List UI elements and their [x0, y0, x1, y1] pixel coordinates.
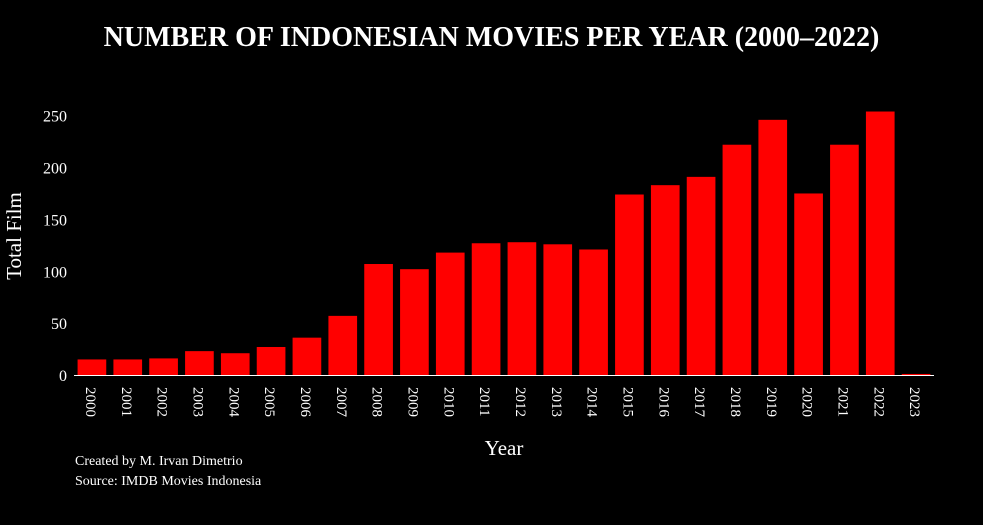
- bar-2008: [364, 264, 393, 375]
- bar-2019: [758, 119, 788, 375]
- bar-2000: [77, 359, 107, 375]
- y-tick-label: 250: [43, 109, 67, 126]
- bar-2022: [865, 111, 895, 376]
- x-tick-label-2018: 2018: [727, 387, 743, 417]
- x-tick-label-2013: 2013: [548, 387, 564, 417]
- x-tick-label-2017: 2017: [691, 387, 707, 418]
- bar-2014: [579, 249, 608, 375]
- bars-group: [77, 111, 931, 376]
- bar-2021: [830, 144, 859, 375]
- x-tick-label-2006: 2006: [297, 387, 313, 418]
- bar-2013: [543, 244, 573, 375]
- bar-2001: [113, 359, 143, 375]
- y-axis: 0 50 100 150 200 250: [43, 109, 67, 385]
- bar-2004: [220, 353, 250, 375]
- x-tick-label-2004: 2004: [225, 387, 241, 418]
- bar-2018: [722, 144, 752, 375]
- x-tick-label-2023: 2023: [906, 387, 922, 417]
- bar-2020: [794, 193, 823, 375]
- chart-title: NUMBER OF INDONESIAN MOVIES PER YEAR (20…: [103, 22, 880, 53]
- bar-2003: [185, 351, 214, 375]
- x-tick-label-2022: 2022: [870, 387, 886, 417]
- bar-2015: [615, 194, 644, 375]
- x-tick-label-2020: 2020: [799, 387, 815, 417]
- x-tick-label-2015: 2015: [619, 387, 635, 417]
- y-tick-label: 0: [59, 368, 67, 385]
- x-tick-label-2021: 2021: [834, 387, 850, 417]
- bar-2016: [650, 185, 680, 375]
- x-tick-label-2014: 2014: [584, 387, 600, 418]
- bar-2007: [328, 315, 358, 375]
- y-tick-label: 100: [43, 264, 67, 281]
- bar-2011: [471, 243, 501, 375]
- x-tick-label-2016: 2016: [655, 387, 671, 418]
- bar-2012: [507, 242, 537, 375]
- x-tick-label-2001: 2001: [118, 387, 134, 417]
- x-tick-label-2008: 2008: [369, 387, 385, 417]
- x-tick-label-2003: 2003: [189, 387, 205, 417]
- x-axis-label: Year: [485, 436, 524, 460]
- x-tick-label-2009: 2009: [404, 387, 420, 417]
- bar-2023: [901, 373, 931, 375]
- x-tick-label-2005: 2005: [261, 387, 277, 417]
- y-tick-label: 150: [43, 212, 67, 229]
- y-tick-label: 200: [43, 161, 67, 178]
- y-axis-label: Total Film: [2, 192, 26, 280]
- source-text: Source: IMDB Movies Indonesia: [75, 474, 262, 489]
- bar-2017: [686, 176, 716, 375]
- y-tick-label: 50: [51, 316, 67, 333]
- x-tick-label-2007: 2007: [333, 387, 349, 418]
- x-tick-label-2010: 2010: [440, 387, 456, 417]
- x-tick-label-2012: 2012: [512, 387, 528, 417]
- credit-text: Created by M. Irvan Dimetrio: [75, 454, 243, 469]
- bar-2006: [292, 337, 322, 375]
- x-tick-label-2019: 2019: [763, 387, 779, 417]
- bar-2010: [435, 252, 465, 375]
- x-axis: 2000 2001 2002 2003 2004 2005 2006 2007 2008 2009…: [82, 387, 922, 418]
- bar-2002: [149, 358, 178, 375]
- bar-2009: [400, 269, 429, 375]
- x-tick-label-2002: 2002: [154, 387, 170, 417]
- bar-2005: [256, 346, 286, 375]
- x-tick-label-2000: 2000: [82, 387, 98, 417]
- x-tick-label-2011: 2011: [476, 387, 492, 416]
